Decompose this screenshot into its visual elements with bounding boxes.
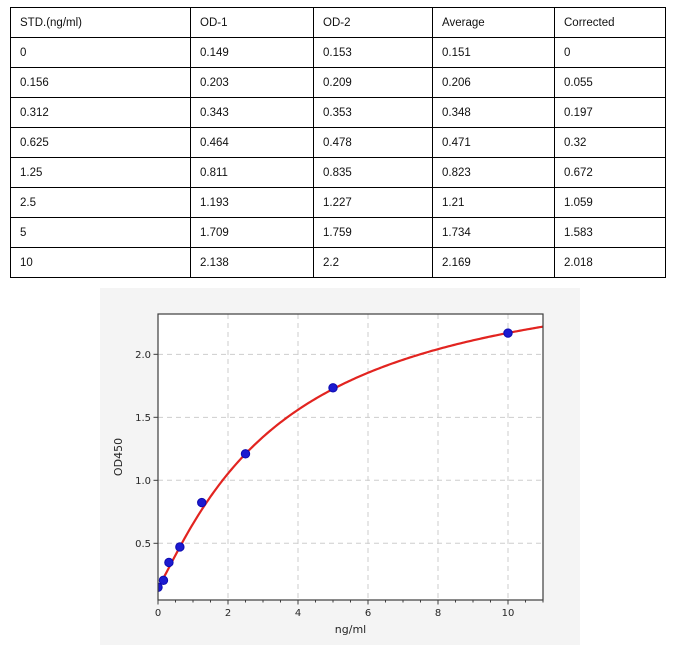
table-cell: 1.583 — [554, 217, 666, 248]
standard-curve-figure: 0 2 4 6 8 10 0.5 1.0 1.5 2.0 ng/ml OD450 — [100, 288, 580, 645]
x-tick-label: 2 — [225, 608, 231, 619]
table-cell: 0.464 — [190, 127, 314, 158]
x-tick-label: 8 — [435, 608, 441, 619]
table-cell: 1.21 — [432, 187, 555, 218]
table-cell: 1.193 — [190, 187, 314, 218]
data-point — [328, 383, 338, 393]
x-axis-label: ng/ml — [335, 623, 366, 636]
plot-area — [158, 314, 543, 600]
table-cell: 1.759 — [313, 217, 433, 248]
data-point — [197, 497, 207, 508]
table-row: 0.312 0.343 0.353 0.348 0.197 — [10, 97, 666, 128]
col-header-od2: OD-2 — [313, 7, 433, 38]
y-tick-label: 1.0 — [135, 476, 151, 487]
col-header-std: STD.(ng/ml) — [10, 7, 191, 38]
x-tick-label: 10 — [502, 608, 515, 619]
table-cell: 0.312 — [10, 97, 191, 128]
fit-curve — [157, 325, 544, 588]
table-cell: 0 — [554, 37, 666, 68]
standards-table: STD.(ng/ml) OD-1 OD-2 Average Corrected … — [10, 7, 666, 278]
table-row: 1.25 0.811 0.835 0.823 0.672 — [10, 157, 666, 188]
data-point — [503, 328, 513, 338]
table-cell: 0.471 — [432, 127, 555, 158]
table-cell: 2.138 — [190, 247, 314, 278]
table-body: 0 0.149 0.153 0.151 0 0.156 0.203 0.209 0.206 0.0… — [10, 37, 666, 278]
table-cell: 0.823 — [432, 157, 555, 188]
table-cell: 0.348 — [432, 97, 555, 128]
table-cell: 1.227 — [313, 187, 433, 218]
table-row: 5 1.709 1.759 1.734 1.583 — [10, 217, 666, 248]
table-cell: 5 — [10, 217, 191, 248]
y-tick-label: 1.5 — [135, 413, 151, 424]
table-cell: 0.206 — [432, 67, 555, 98]
table-row: 2.5 1.193 1.227 1.21 1.059 — [10, 187, 666, 218]
table-cell: 0.149 — [190, 37, 314, 68]
table-cell: 0.203 — [190, 67, 314, 98]
table-row: 0.156 0.203 0.209 0.206 0.055 — [10, 67, 666, 98]
table-cell: 1.059 — [554, 187, 666, 218]
table-cell: 0.353 — [313, 97, 433, 128]
table-cell: 0.055 — [554, 67, 666, 98]
table-cell: 0.835 — [313, 157, 433, 188]
table-cell: 0.343 — [190, 97, 314, 128]
table-cell: 0.672 — [554, 157, 666, 188]
table-cell: 0.153 — [313, 37, 433, 68]
table-header-row: STD.(ng/ml) OD-1 OD-2 Average Corrected — [10, 7, 666, 38]
x-tick-label: 0 — [155, 608, 161, 619]
table-cell: 0.151 — [432, 37, 555, 68]
table-cell: 0.625 — [10, 127, 191, 158]
data-point — [164, 557, 174, 568]
col-header-average: Average — [432, 7, 555, 38]
table-row: 0.625 0.464 0.478 0.471 0.32 — [10, 127, 666, 158]
table-cell: 1.709 — [190, 217, 314, 248]
standard-curve-chart: 0 2 4 6 8 10 0.5 1.0 1.5 2.0 ng/ml OD450 — [100, 288, 580, 645]
table-cell: 2.169 — [432, 247, 555, 278]
table-cell: 0.478 — [313, 127, 433, 158]
y-tick-label: 0.5 — [135, 539, 151, 550]
table-row: 0 0.149 0.153 0.151 0 — [10, 37, 666, 68]
col-header-corrected: Corrected — [554, 7, 666, 38]
data-point — [158, 575, 169, 586]
y-tick-label: 2.0 — [135, 350, 151, 361]
data-point — [175, 542, 185, 552]
x-tick-label: 4 — [295, 608, 301, 619]
table-cell: 10 — [10, 247, 191, 278]
col-header-od1: OD-1 — [190, 7, 314, 38]
table-cell: 0 — [10, 37, 191, 68]
table-cell: 2.2 — [313, 247, 433, 278]
x-tick-label: 6 — [365, 608, 371, 619]
y-axis-label: OD450 — [112, 438, 125, 476]
table-cell: 1.734 — [432, 217, 555, 248]
table-cell: 1.25 — [10, 157, 191, 188]
table-row: 10 2.138 2.2 2.169 2.018 — [10, 247, 666, 278]
table-cell: 2.018 — [554, 247, 666, 278]
table-cell: 2.5 — [10, 187, 191, 218]
table-cell: 0.32 — [554, 127, 666, 158]
table-cell: 0.811 — [190, 157, 314, 188]
table-cell: 0.156 — [10, 67, 191, 98]
table-cell: 0.197 — [554, 97, 666, 128]
table-cell: 0.209 — [313, 67, 433, 98]
data-point — [240, 449, 251, 459]
